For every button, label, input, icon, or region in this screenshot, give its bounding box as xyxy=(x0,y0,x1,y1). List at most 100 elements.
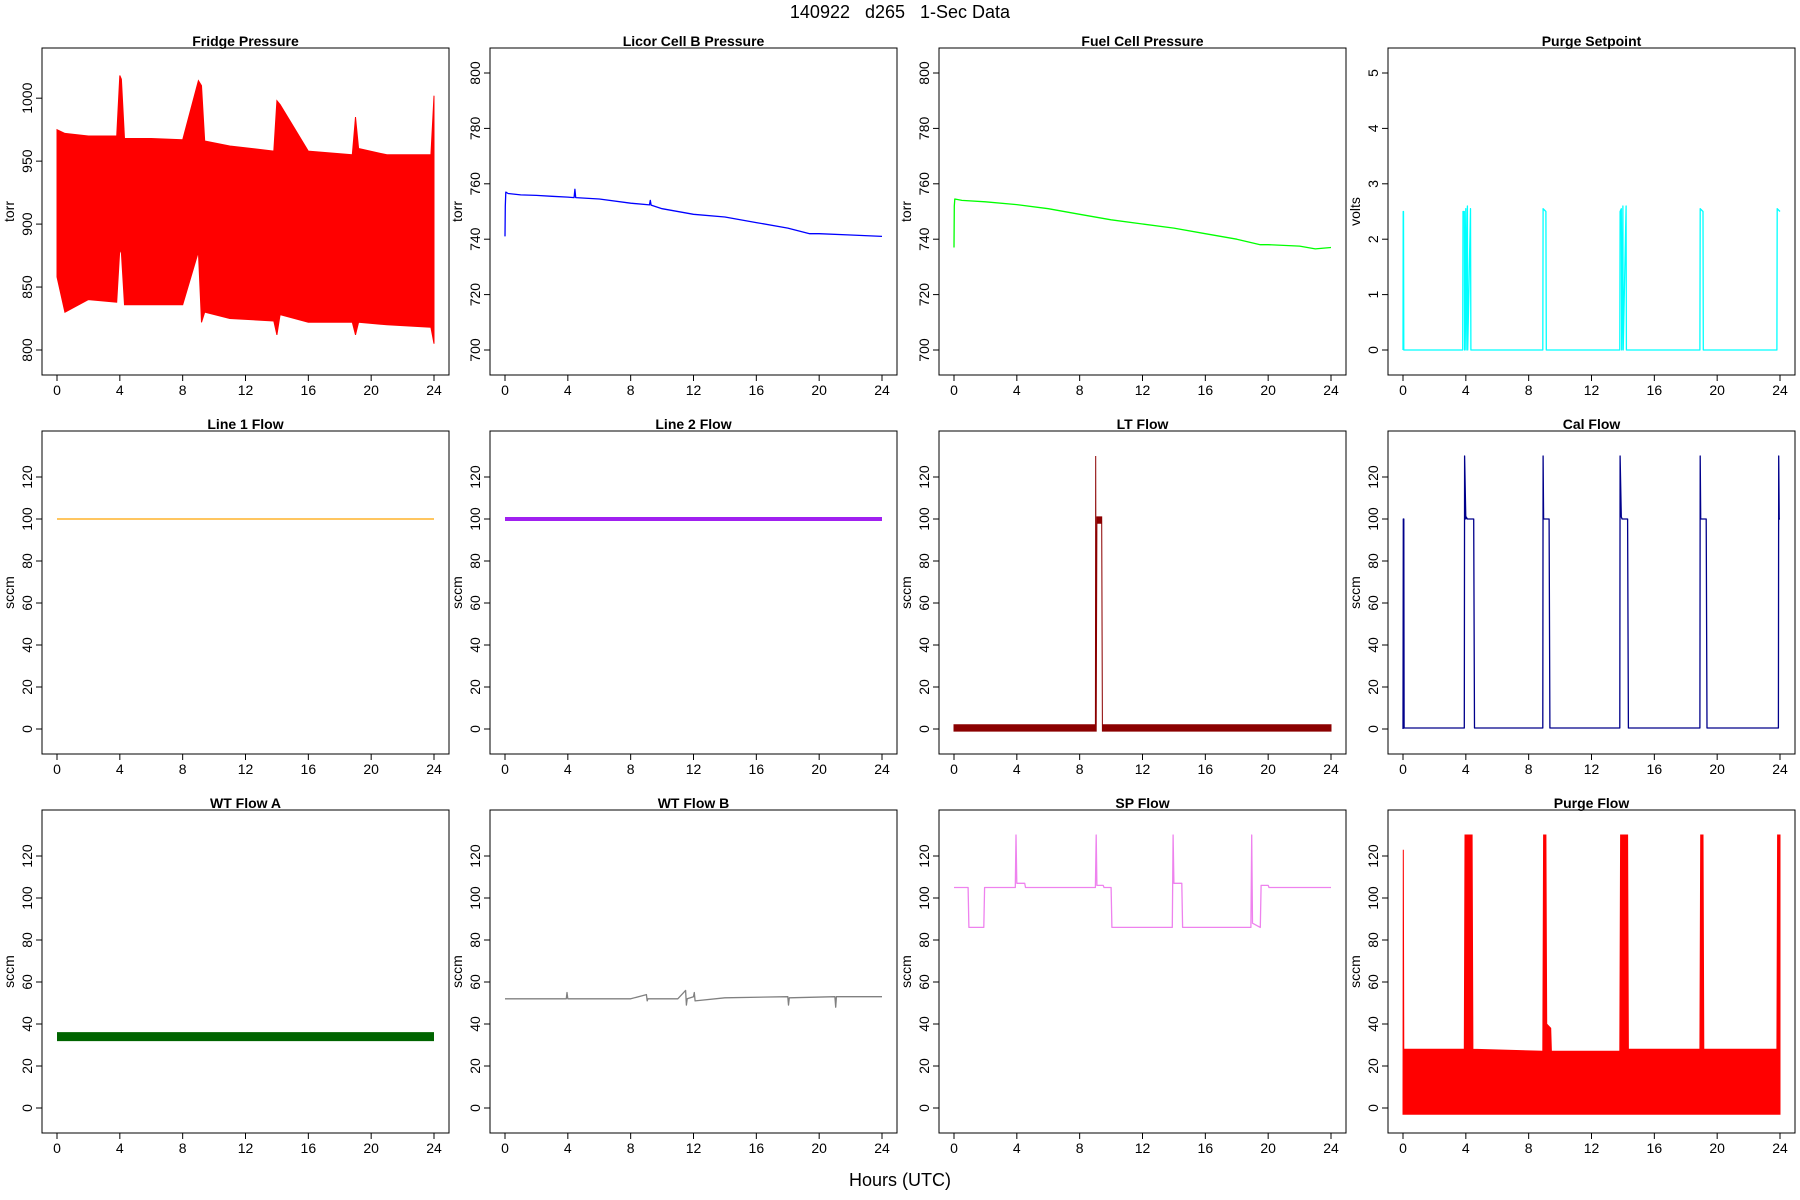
panel-title: WT Flow A xyxy=(210,795,281,811)
y-axis-label: sccm xyxy=(898,576,914,609)
y-tick-label: 120 xyxy=(467,465,483,489)
y-axis-label: torr xyxy=(898,201,914,222)
panel-title: Fridge Pressure xyxy=(192,33,299,49)
plot-frame xyxy=(938,809,1347,1134)
x-tick-label: 20 xyxy=(1709,1140,1725,1156)
y-tick-label: 100 xyxy=(1365,507,1381,531)
y-tick-label: 120 xyxy=(916,844,932,868)
panel-title: Licor Cell B Pressure xyxy=(623,33,765,49)
y-tick-label: 60 xyxy=(916,595,932,611)
y-axis-label: sccm xyxy=(898,955,914,988)
x-tick-label: 20 xyxy=(1709,382,1725,398)
x-tick-label: 24 xyxy=(1772,382,1788,398)
y-axis-label: sccm xyxy=(1,576,17,609)
series-line xyxy=(953,198,1332,250)
x-tick-label: 24 xyxy=(1323,761,1339,777)
y-tick-label: 40 xyxy=(1365,1016,1381,1032)
x-tick-label: 20 xyxy=(811,1140,827,1156)
y-tick-label: 40 xyxy=(916,1016,932,1032)
y-axis-label: sccm xyxy=(1,955,17,988)
plot-frame xyxy=(1387,430,1796,755)
x-tick-label: 24 xyxy=(1323,382,1339,398)
y-axis-label: sccm xyxy=(1347,955,1363,988)
y-tick-label: 20 xyxy=(916,679,932,695)
panel-title: SP Flow xyxy=(1115,795,1169,811)
y-tick-label: 3 xyxy=(1365,180,1381,188)
x-tick-label: 16 xyxy=(1198,382,1214,398)
x-tick-label: 24 xyxy=(426,761,442,777)
x-tick-label: 0 xyxy=(1399,761,1407,777)
x-tick-label: 12 xyxy=(1135,382,1151,398)
y-tick-label: 900 xyxy=(19,212,35,236)
y-tick-label: 120 xyxy=(19,465,35,489)
x-tick-label: 20 xyxy=(1260,1140,1276,1156)
x-tick-label: 0 xyxy=(950,382,958,398)
series-group xyxy=(504,188,883,238)
x-tick-label: 0 xyxy=(950,761,958,777)
x-tick-label: 8 xyxy=(1525,761,1533,777)
x-tick-label: 12 xyxy=(1584,382,1600,398)
x-tick-label: 24 xyxy=(426,1140,442,1156)
x-tick-label: 16 xyxy=(1198,1140,1214,1156)
series-group xyxy=(56,75,435,344)
x-tick-label: 16 xyxy=(301,1140,317,1156)
x-tick-label: 12 xyxy=(686,1140,702,1156)
y-tick-label: 120 xyxy=(916,465,932,489)
plot-frame xyxy=(489,430,898,755)
y-tick-label: 20 xyxy=(19,1058,35,1074)
y-tick-label: 40 xyxy=(467,1016,483,1032)
x-tick-label: 4 xyxy=(1013,1140,1021,1156)
y-tick-label: 0 xyxy=(19,1104,35,1112)
series-group xyxy=(1402,834,1781,1115)
y-tick-label: 80 xyxy=(467,932,483,948)
y-tick-label: 80 xyxy=(1365,553,1381,569)
series-group xyxy=(1402,205,1781,351)
x-tick-label: 20 xyxy=(1709,761,1725,777)
x-tick-label: 12 xyxy=(1584,1140,1600,1156)
x-tick-label: 12 xyxy=(1135,761,1151,777)
y-tick-label: 700 xyxy=(467,338,483,362)
x-tick-label: 20 xyxy=(811,382,827,398)
y-tick-label: 120 xyxy=(467,844,483,868)
y-tick-label: 100 xyxy=(19,507,35,531)
x-tick-label: 4 xyxy=(564,761,572,777)
y-axis-label: torr xyxy=(449,201,465,222)
y-tick-label: 60 xyxy=(19,974,35,990)
y-tick-label: 60 xyxy=(1365,974,1381,990)
y-tick-label: 0 xyxy=(1365,725,1381,733)
y-tick-label: 100 xyxy=(916,507,932,531)
x-tick-label: 16 xyxy=(749,1140,765,1156)
y-tick-label: 760 xyxy=(467,172,483,196)
x-tick-label: 0 xyxy=(53,1140,61,1156)
panel-title: Line 2 Flow xyxy=(655,416,731,432)
y-axis-label: sccm xyxy=(1347,576,1363,609)
y-tick-label: 850 xyxy=(19,275,35,299)
y-tick-label: 40 xyxy=(19,1016,35,1032)
y-tick-label: 20 xyxy=(19,679,35,695)
x-tick-label: 12 xyxy=(238,761,254,777)
plot-frame xyxy=(489,809,898,1134)
y-tick-label: 60 xyxy=(916,974,932,990)
y-tick-label: 100 xyxy=(19,886,35,910)
x-tick-label: 4 xyxy=(1462,382,1470,398)
series-band xyxy=(953,455,1332,732)
y-tick-label: 120 xyxy=(19,844,35,868)
panel-8: WT Flow A sccm 0 4 8 12 16 20 24 0 20 40 60 80 100 120 xyxy=(1,795,450,1156)
series-group xyxy=(1402,455,1780,730)
x-tick-label: 24 xyxy=(1772,1140,1788,1156)
x-tick-label: 16 xyxy=(1198,761,1214,777)
x-tick-label: 8 xyxy=(1525,1140,1533,1156)
x-tick-label: 16 xyxy=(301,382,317,398)
series-band xyxy=(1402,834,1781,1115)
x-tick-label: 4 xyxy=(116,1140,124,1156)
y-tick-label: 0 xyxy=(916,725,932,733)
x-tick-label: 8 xyxy=(179,761,187,777)
x-tick-label: 8 xyxy=(1076,1140,1084,1156)
y-tick-label: 740 xyxy=(467,227,483,251)
x-tick-label: 4 xyxy=(1462,1140,1470,1156)
y-tick-label: 0 xyxy=(467,725,483,733)
y-tick-label: 60 xyxy=(1365,595,1381,611)
